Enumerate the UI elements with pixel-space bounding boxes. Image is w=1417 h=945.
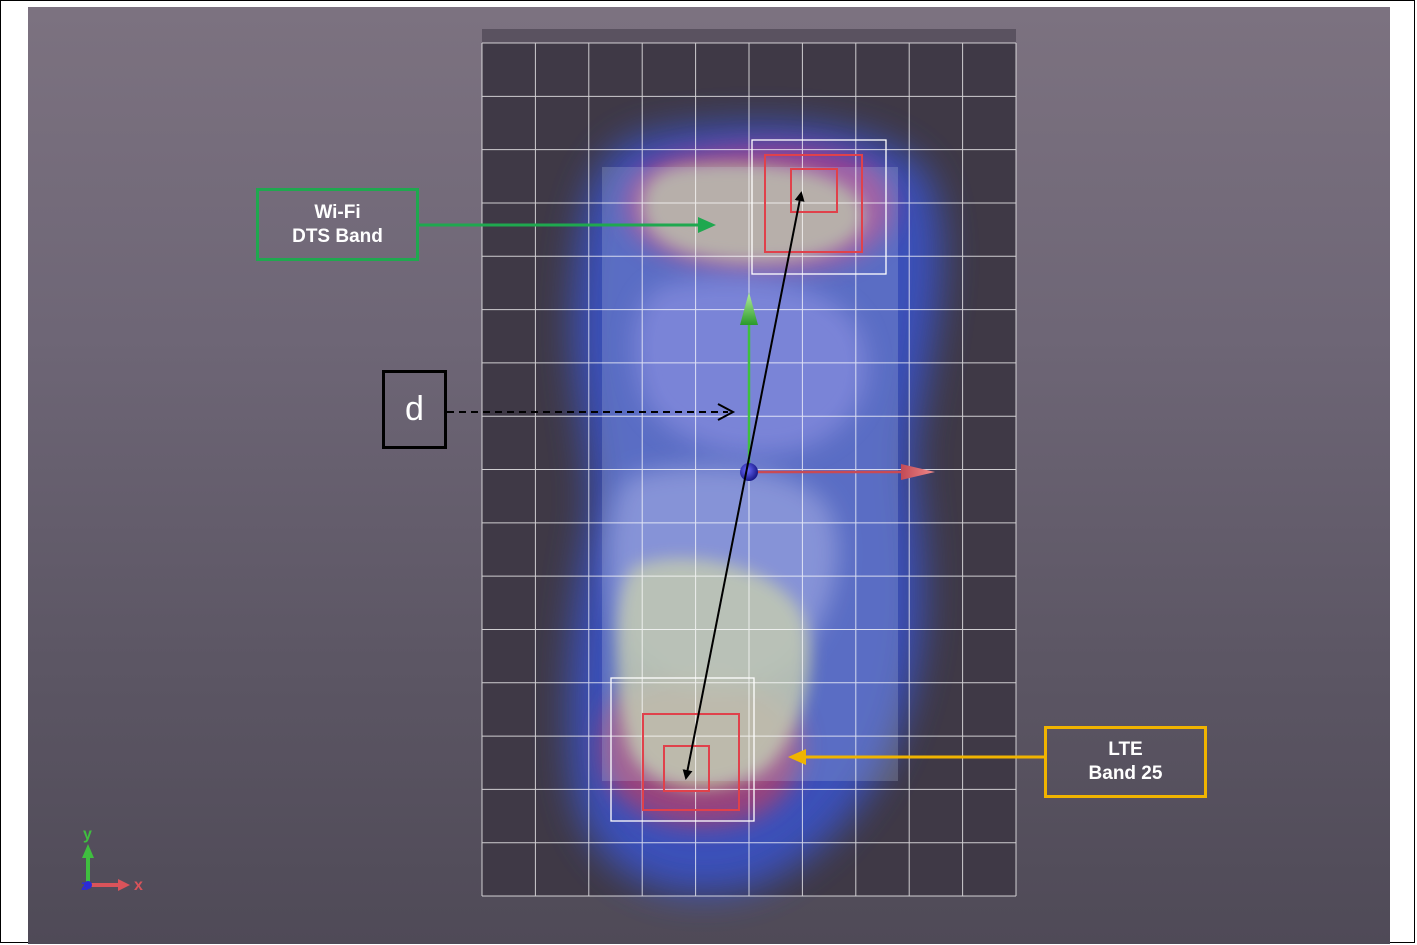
orientation-triad: y z x [81,826,143,894]
wifi-label-line2: DTS Band [292,225,383,247]
lte-label-line2: Band 25 [1088,763,1163,784]
distance-callout-arrowhead [717,403,736,421]
origin-sphere [740,463,758,481]
wifi-label-line1: Wi-Fi [314,201,361,223]
wifi-callout-arrowhead [698,217,716,233]
distance-arrow [682,191,805,780]
triad-z-label: z [81,877,88,893]
lte-band-25-label: LTE Band 25 [1044,726,1207,798]
device-top-edge [482,29,1016,43]
scene-x-axis-cone [901,464,935,480]
triad-y-label: y [83,826,92,843]
distance-label: d [382,370,447,449]
top-small-red-square [790,168,838,213]
lte-callout-arrowhead [788,749,806,765]
wifi-dts-band-label: Wi-Fi DTS Band [256,188,419,261]
lte-label-line1: LTE [1108,739,1143,760]
sar-scene [419,29,1044,897]
triad-x-label: x [134,877,143,894]
3d-viewport[interactable]: Wi-Fi DTS Band LTE Band 25 d y z x [28,7,1390,944]
